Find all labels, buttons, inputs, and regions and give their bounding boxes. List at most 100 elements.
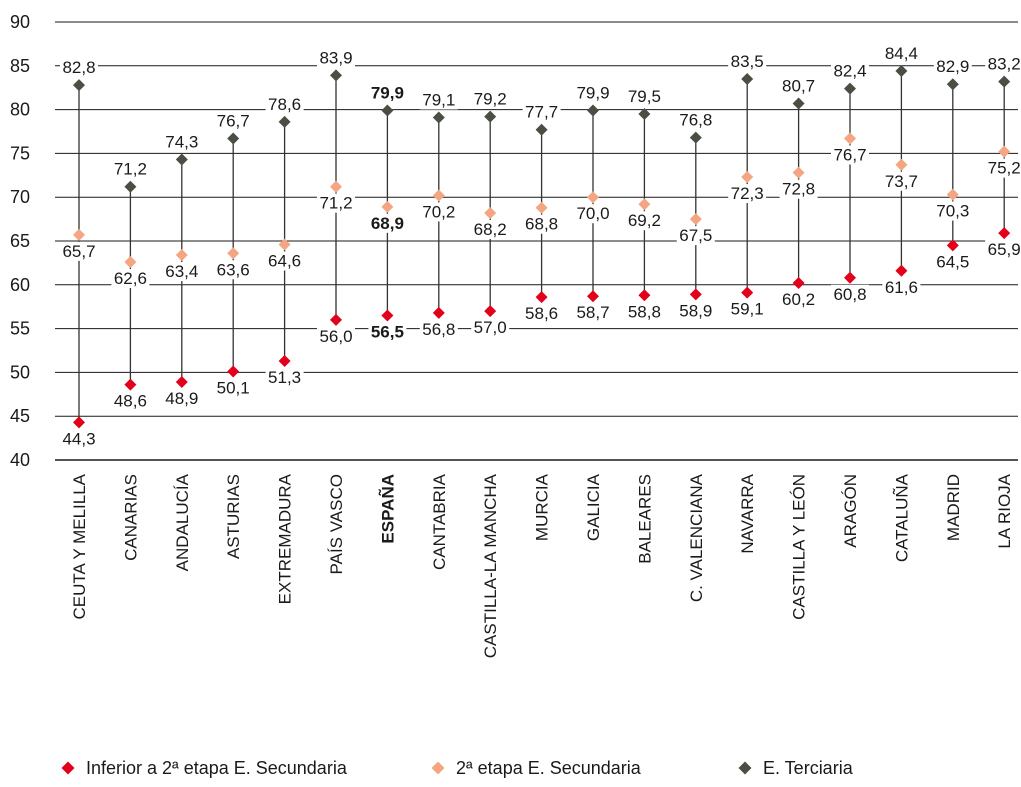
data-point	[381, 309, 393, 321]
category-label: CEUTA Y MELILLA	[70, 473, 89, 619]
data-point	[484, 111, 496, 123]
y-tick-label: 90	[10, 12, 30, 32]
category-label: CANTABRIA	[430, 473, 449, 570]
data-point	[330, 314, 342, 326]
category-label: CASTILLA Y LEÓN	[790, 474, 809, 620]
legend-label: E. Terciaria	[763, 758, 854, 778]
data-label: 61,6	[885, 278, 918, 297]
data-point	[998, 227, 1010, 239]
category-label: NAVARRA	[738, 473, 757, 553]
data-point	[330, 181, 342, 193]
data-label: 68,2	[474, 220, 507, 239]
data-point	[124, 379, 136, 391]
data-label: 83,9	[319, 48, 352, 67]
data-label: 68,9	[371, 214, 404, 233]
category-label: GALICIA	[584, 473, 603, 541]
data-point	[947, 78, 959, 90]
data-label: 63,6	[217, 260, 250, 279]
data-label: 82,9	[936, 57, 969, 76]
data-point	[279, 116, 291, 128]
data-label: 73,7	[885, 172, 918, 191]
data-point	[895, 159, 907, 171]
legend-layer: Inferior a 2ª etapa E. Secundaria 2ª etap…	[62, 758, 854, 778]
data-label: 58,8	[628, 302, 661, 321]
data-point	[330, 69, 342, 81]
data-point	[844, 272, 856, 284]
category-label: LA RIOJA	[995, 473, 1014, 548]
data-label: 67,5	[679, 226, 712, 245]
data-point	[844, 83, 856, 95]
data-label: 69,2	[628, 211, 661, 230]
category-label: CANARIAS	[121, 474, 140, 561]
y-tick-label: 50	[10, 362, 30, 382]
data-point	[227, 133, 239, 145]
data-point	[638, 289, 650, 301]
data-label: 59,1	[731, 300, 764, 319]
data-point	[895, 265, 907, 277]
data-label: 70,2	[422, 202, 455, 221]
y-tick-label: 40	[10, 450, 30, 470]
category-label: ANDALUCÍA	[173, 473, 192, 571]
data-label: 58,6	[525, 304, 558, 323]
data-point	[381, 104, 393, 116]
data-label: 79,9	[576, 83, 609, 102]
data-point	[587, 191, 599, 203]
category-label: ASTURIAS	[224, 474, 243, 559]
data-point	[176, 154, 188, 166]
data-point	[381, 201, 393, 213]
data-label: 83,5	[731, 52, 764, 71]
data-point	[587, 290, 599, 302]
data-point	[690, 288, 702, 300]
category-label: PAÍS VASCO	[327, 474, 346, 574]
data-point	[741, 73, 753, 85]
data-point	[638, 198, 650, 210]
data-label: 64,5	[936, 252, 969, 271]
data-point	[536, 291, 548, 303]
data-label: 76,7	[217, 112, 250, 131]
data-point	[279, 355, 291, 367]
data-point	[484, 305, 496, 317]
data-label: 78,6	[268, 95, 301, 114]
data-label: 70,0	[576, 204, 609, 223]
y-tick-label: 75	[10, 143, 30, 163]
data-point	[73, 416, 85, 428]
category-label: EXTREMADURA	[276, 473, 295, 604]
data-point	[793, 167, 805, 179]
category-label: ESPAÑA	[377, 474, 397, 544]
data-label: 79,9	[371, 83, 404, 102]
data-label: 63,4	[165, 262, 198, 281]
data-label: 58,9	[679, 301, 712, 320]
category-label: BALEARES	[635, 474, 654, 564]
data-point	[690, 213, 702, 225]
data-label: 76,8	[679, 111, 712, 130]
y-tick-label: 85	[10, 56, 30, 76]
data-point	[433, 189, 445, 201]
data-point	[433, 307, 445, 319]
label-layer: 44,3 48,6 48,9 50,1 51,3 56,0 56,5 56,8 57,0 58,6…	[60, 44, 1021, 448]
data-point	[176, 249, 188, 261]
data-point	[536, 124, 548, 136]
data-point	[587, 104, 599, 116]
data-point	[227, 247, 239, 259]
data-label: 84,4	[885, 44, 918, 63]
category-label: CATALUÑA	[892, 473, 911, 562]
legend-label: 2ª etapa E. Secundaria	[456, 758, 642, 778]
data-label: 79,1	[422, 90, 455, 109]
data-point	[73, 79, 85, 91]
data-point	[844, 133, 856, 145]
data-label: 76,7	[833, 146, 866, 165]
data-label: 48,6	[114, 392, 147, 411]
data-label: 72,3	[731, 184, 764, 203]
axis-layer: 4045505560657075808590CEUTA Y MELILLA CAN…	[10, 12, 1014, 658]
data-label: 56,5	[371, 322, 404, 341]
data-label: 79,2	[474, 90, 507, 109]
data-label: 60,8	[833, 285, 866, 304]
data-point	[690, 132, 702, 144]
data-label: 51,3	[268, 368, 301, 387]
data-label: 72,8	[782, 180, 815, 199]
y-tick-label: 70	[10, 187, 30, 207]
y-tick-label: 65	[10, 231, 30, 251]
legend-label: Inferior a 2ª etapa E. Secundaria	[86, 758, 348, 778]
